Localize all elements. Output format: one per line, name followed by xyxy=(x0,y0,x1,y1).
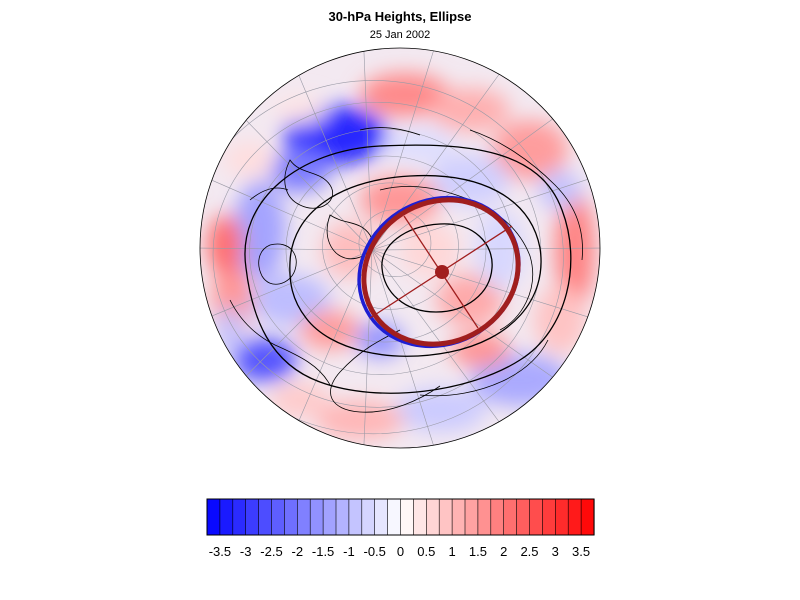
colorbar-tick-label: 2 xyxy=(500,544,507,559)
anomaly-patch xyxy=(250,274,330,326)
colorbar-tick-label: 1 xyxy=(448,544,455,559)
colorbar-box xyxy=(335,498,350,536)
colorbar-tick-label: 0 xyxy=(397,544,404,559)
vortex-ellipse xyxy=(357,195,521,349)
colorbar-box xyxy=(516,498,531,536)
anomaly-patch xyxy=(534,286,586,354)
height-contours xyxy=(244,144,572,394)
outer-height-contour xyxy=(244,144,572,394)
colorbar-box xyxy=(309,498,324,536)
coastlines xyxy=(229,127,583,413)
coastline xyxy=(284,159,333,209)
ellipse-center-marker xyxy=(435,265,449,279)
latitude-line xyxy=(358,209,432,278)
colorbar-box xyxy=(348,498,363,536)
colorbar-tick-label: -0.5 xyxy=(363,544,385,559)
meridian-line xyxy=(371,249,437,448)
colorbar-box xyxy=(374,498,389,536)
colorbar-box xyxy=(245,498,260,536)
colorbar-box xyxy=(258,498,273,536)
latitude-line xyxy=(249,128,514,375)
colorbar-box xyxy=(400,498,414,536)
colorbar-tick-label: -1 xyxy=(343,544,355,559)
colorbar-box xyxy=(477,498,492,536)
colorbar-box xyxy=(361,498,376,536)
ellipse-core-contour xyxy=(381,223,493,313)
colorbar-tick-label: -2 xyxy=(292,544,304,559)
colorbar-tick-label: 2.5 xyxy=(520,544,538,559)
coastline xyxy=(330,329,441,413)
anomaly-patch xyxy=(234,180,286,280)
anomaly-patch xyxy=(300,310,360,350)
colorbar-box xyxy=(296,498,311,536)
colorbar-box xyxy=(206,498,221,536)
coastline xyxy=(419,339,549,397)
colorbar-box xyxy=(322,498,337,536)
meridian-line xyxy=(200,247,373,251)
inner-height-contour xyxy=(289,174,542,357)
colorbar-box xyxy=(529,498,543,536)
colorbar-tick-label: 3.5 xyxy=(572,544,590,559)
ellipse-red-outline xyxy=(361,197,521,347)
anomaly-patch xyxy=(274,96,326,124)
colorbar-box xyxy=(464,498,479,536)
colorbar-box xyxy=(425,498,440,536)
colorbar-tick-label: 3 xyxy=(552,544,559,559)
colorbar-box xyxy=(554,498,569,536)
colorbar-box xyxy=(284,498,298,536)
colorbar-box xyxy=(451,498,466,536)
meridian-line xyxy=(371,175,598,251)
colorbar-tick-label: 1.5 xyxy=(469,544,487,559)
colorbar-box xyxy=(232,498,247,536)
meridian-line xyxy=(294,66,373,251)
colorbar-box xyxy=(542,498,556,536)
meridian-line xyxy=(371,249,562,384)
globe-outline xyxy=(199,47,601,449)
chart-date: 25 Jan 2002 xyxy=(369,29,431,41)
colorbar-tick-label: 0.5 xyxy=(417,544,435,559)
colorbar-box xyxy=(387,498,402,536)
meridian-line xyxy=(371,249,598,321)
colorbar-tick-label: -2.5 xyxy=(260,544,282,559)
colorbar-box xyxy=(219,498,234,536)
colorbar-tick-label: -3 xyxy=(240,544,252,559)
meridian-line xyxy=(363,48,373,251)
latitude-line xyxy=(200,80,564,435)
colorbar-tick-label: -3.5 xyxy=(209,544,231,559)
meridian-line xyxy=(238,112,373,251)
anomaly-patch xyxy=(270,382,330,418)
colorbar-boxes xyxy=(206,498,595,536)
colorbar-box xyxy=(438,498,453,536)
meridian-line xyxy=(202,249,373,321)
anomaly-field xyxy=(200,48,600,448)
anomaly-patch xyxy=(316,400,404,440)
colorbar-tick-label: -1.5 xyxy=(312,544,334,559)
colorbar-box xyxy=(503,498,518,536)
anomaly-patch xyxy=(224,142,276,178)
colorbar-box xyxy=(567,498,582,536)
colorbar-box xyxy=(413,498,427,536)
anomaly-patch xyxy=(360,73,450,117)
coastline xyxy=(229,299,331,386)
chart-title: 30-hPa Heights, Ellipse xyxy=(328,9,472,24)
colorbar-frame xyxy=(206,498,595,536)
anomaly-patch xyxy=(233,338,297,382)
colorbar-box xyxy=(271,498,285,536)
coastline xyxy=(379,185,534,331)
coastline xyxy=(359,127,421,136)
colorbar-box xyxy=(580,498,595,536)
anomaly-patch xyxy=(394,388,486,432)
anomaly-patch xyxy=(430,88,510,132)
coastline xyxy=(249,187,289,201)
meridian-line xyxy=(371,249,506,431)
coastline xyxy=(469,129,583,261)
meridian-line xyxy=(371,112,562,251)
meridian-line xyxy=(202,175,373,251)
anomaly-patch xyxy=(207,215,243,275)
colorbar-tick-labels: -3.5 -3 -2.5 -2 -1.5 -1 -0.5 0 0.5 1 1.5 2 2.5 3 3.5 xyxy=(209,544,590,559)
colorbar-box xyxy=(490,498,505,536)
anomaly-patch xyxy=(360,176,440,224)
